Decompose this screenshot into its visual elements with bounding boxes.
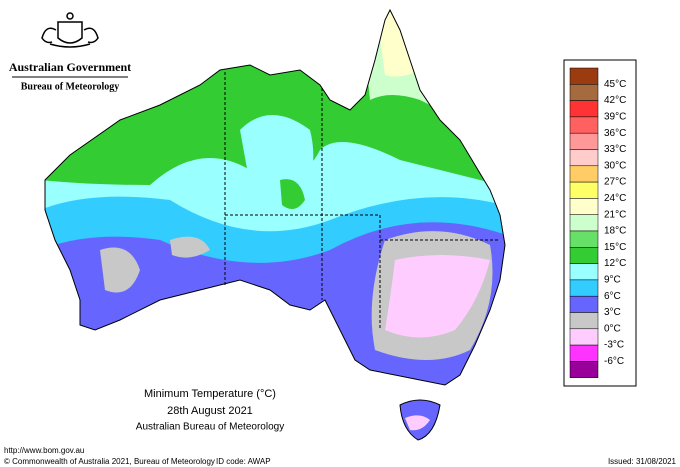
legend-swatch: [569, 263, 599, 281]
legend-label: 33°C: [604, 144, 626, 155]
map-title: Minimum Temperature (°C): [144, 388, 276, 400]
legend-label: -6°C: [604, 356, 624, 367]
legend-label: 12°C: [604, 258, 626, 269]
legend-swatch: [569, 165, 599, 183]
legend-label: 21°C: [604, 209, 626, 220]
legend-label: 18°C: [604, 226, 626, 237]
legend-label: 45°C: [604, 79, 626, 90]
legend-label: 36°C: [604, 128, 626, 139]
legend-label: 9°C: [604, 275, 621, 286]
legend-swatch: [569, 279, 599, 297]
legend-label: -3°C: [604, 340, 624, 351]
legend-swatch: [569, 149, 599, 167]
legend-label: 30°C: [604, 160, 626, 171]
legend-swatch: [569, 328, 599, 346]
legend-swatch: [569, 132, 599, 150]
id-code: ID code: AWAP: [216, 457, 271, 466]
legend-swatch: [569, 312, 599, 330]
legend: 45°C 42°C 39°C 36°C 33°C 30°C 27°C 24°C 21°C 18°C…: [563, 59, 637, 387]
legend-swatch: [569, 295, 599, 313]
legend-label: 39°C: [604, 112, 626, 123]
legend-label: 6°C: [604, 291, 621, 302]
legend-swatch: [569, 361, 599, 378]
legend-swatch: [569, 181, 599, 199]
state-borders: [224, 72, 500, 330]
map-date: 28th August 2021: [167, 405, 253, 417]
legend-label: 3°C: [604, 307, 621, 318]
legend-label: 27°C: [604, 177, 626, 188]
legend-swatch: [569, 67, 599, 85]
issued: Issued: 31/08/2021: [608, 457, 677, 466]
government-name: Australian Government: [9, 60, 131, 74]
tasmania-cold: [405, 415, 430, 431]
legend-label: 0°C: [604, 323, 621, 334]
legend-label: 42°C: [604, 95, 626, 106]
legend-label: 15°C: [604, 242, 626, 253]
agency-name: Bureau of Meteorology: [21, 81, 120, 92]
legend-swatch: [569, 247, 599, 264]
coat-of-arms: [41, 12, 99, 48]
legend-label: 24°C: [604, 193, 626, 204]
legend-swatch: [569, 344, 599, 362]
legend-swatch: [569, 214, 599, 232]
legend-swatch: [569, 100, 599, 118]
url: http://www.bom.gov.au: [4, 446, 84, 455]
legend-swatch: [569, 84, 599, 101]
map-source: Australian Bureau of Meteorology: [136, 422, 284, 433]
legend-swatch: [569, 116, 599, 134]
legend-swatch: [569, 230, 599, 248]
legend-swatch: [569, 198, 599, 215]
copyright: © Commonwealth of Australia 2021, Bureau…: [4, 457, 215, 466]
